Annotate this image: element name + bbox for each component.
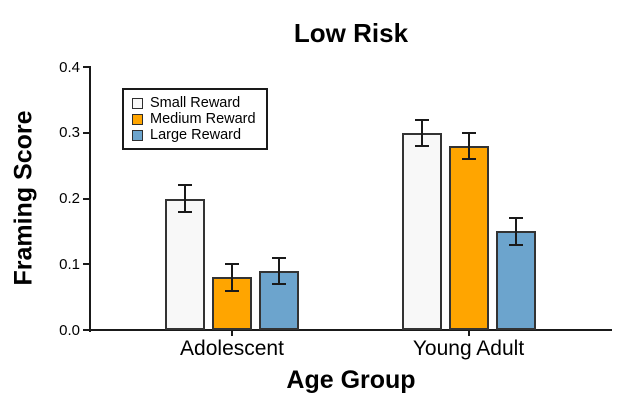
error-bar-cap-bottom (461, 158, 476, 161)
legend-label-small-reward: Small Reward (150, 95, 241, 111)
y-tick-mark (83, 66, 90, 68)
legend-item-small-reward: Small Reward (132, 95, 260, 111)
y-tick-label: 0.2 (59, 190, 80, 207)
y-axis-label: Framing Score (9, 110, 38, 286)
error-bar-cap-bottom (272, 282, 286, 285)
error-bar-cap-top (414, 118, 429, 121)
error-bar-line (278, 257, 280, 284)
bar-large-reward-young-adult (495, 231, 536, 330)
error-bar-line (184, 185, 186, 212)
error-bar-cap-bottom (178, 210, 192, 213)
x-tick-mark (231, 331, 233, 336)
error-bar-cap-top (508, 217, 523, 220)
legend-item-medium-reward: Medium Reward (132, 111, 260, 127)
chart-title: Low Risk (293, 18, 409, 48)
error-bar-cap-bottom (508, 243, 523, 246)
y-tick-label: 0.1 (59, 255, 80, 273)
x-tick-mark (467, 331, 470, 336)
y-tick-label: 0.3 (59, 124, 80, 142)
y-tick-mark (83, 131, 90, 134)
error-bar-cap-top (178, 184, 192, 187)
error-bar-cap-bottom (414, 144, 429, 147)
legend-box: Small Reward Medium Reward Large Reward (122, 88, 268, 150)
error-bar-line (514, 218, 517, 245)
y-axis-spine (89, 66, 91, 332)
y-tick-mark (83, 329, 90, 331)
legend-swatch-medium-reward-icon (132, 113, 143, 125)
error-bar-cap-top (461, 131, 476, 134)
error-bar-cap-bottom (225, 289, 239, 292)
x-category-label: Adolescent (180, 337, 284, 360)
error-bar-line (420, 119, 423, 146)
x-axis-label: Age Group (286, 366, 416, 394)
bar-medium-reward-young-adult (448, 145, 489, 330)
error-bar-cap-top (225, 263, 239, 266)
legend-item-large-reward: Large Reward (132, 127, 260, 143)
y-tick-label: 0.0 (59, 321, 80, 339)
y-tick-label: 0.4 (59, 58, 80, 76)
bar-small-reward-young-adult (401, 132, 442, 330)
legend-swatch-small-reward-icon (132, 97, 143, 109)
legend-label-large-reward: Large Reward (150, 127, 242, 143)
error-bar-line (467, 132, 470, 160)
y-tick-mark (83, 263, 90, 266)
error-bar-cap-top (272, 256, 286, 259)
legend-label-medium-reward: Medium Reward (150, 111, 256, 127)
error-bar-line (231, 264, 233, 291)
x-axis-spine (89, 329, 612, 331)
x-category-label: Young Adult (412, 337, 525, 360)
legend-swatch-large-reward-icon (132, 129, 143, 141)
y-tick-mark (83, 197, 90, 200)
bar-small-reward-adolescent (165, 198, 205, 330)
